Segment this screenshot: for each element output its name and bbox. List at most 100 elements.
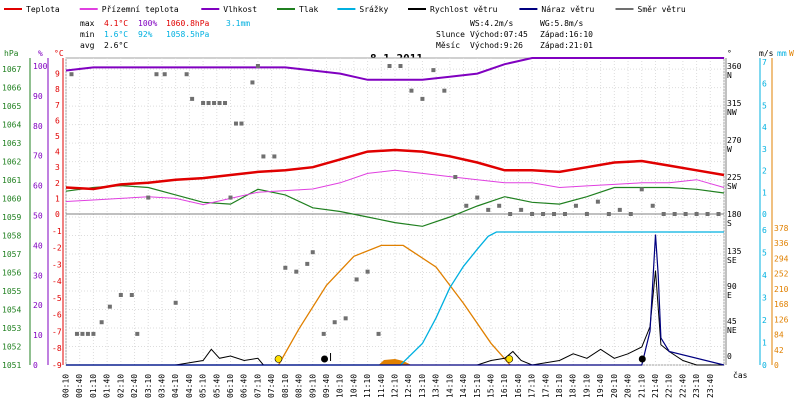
- tick-temp-lower: -8: [52, 344, 62, 353]
- wind-dir-point: [184, 72, 189, 77]
- moonset-icon: [638, 355, 646, 363]
- tick-temp-lower: -4: [52, 277, 62, 286]
- tick-time: 08:10: [281, 374, 290, 398]
- legend-label: Vlhkost: [223, 5, 257, 14]
- tick-wm: 0: [774, 361, 779, 370]
- wind-dir-point: [233, 121, 238, 126]
- info-sun-rise: Východ:07:45: [470, 30, 528, 39]
- tick-temp-upper: 9: [55, 70, 60, 79]
- tick-pct: 30: [33, 271, 43, 280]
- tick-time: 20:40: [624, 374, 633, 398]
- tick-dir-top-label: N: [727, 71, 732, 80]
- wind-dir-point: [464, 203, 469, 208]
- tick-dir-top: 270: [727, 136, 742, 145]
- axis-unit-dir: °: [727, 49, 732, 58]
- tick-temp-lower: -1: [52, 227, 62, 236]
- tick-wm: 84: [774, 331, 784, 340]
- legend-item-4: Srážky: [337, 5, 388, 14]
- wind-dir-point: [420, 96, 425, 101]
- tick-pct: 60: [33, 182, 43, 191]
- tick-ms-top: 0: [762, 210, 767, 219]
- tick-hpa: 1051: [2, 361, 21, 370]
- wind-dir-point: [387, 64, 392, 68]
- tick-ms-top: 3: [762, 145, 767, 154]
- tick-wm: 252: [774, 270, 789, 279]
- tick-dir-bottom: 135: [727, 247, 742, 256]
- tick-dir-top: 225: [727, 173, 742, 182]
- wind-dir-point: [321, 331, 326, 336]
- series-rain: [66, 231, 724, 366]
- tick-time: 02:10: [116, 374, 125, 398]
- tick-pct: 90: [33, 92, 43, 101]
- tick-temp-lower: -6: [52, 311, 62, 320]
- info-sun-label: Slunce: [436, 30, 465, 39]
- wind-dir-point: [442, 88, 447, 93]
- wind-dir-point: [272, 154, 277, 159]
- wind-dir-point: [162, 72, 167, 77]
- tick-time: 06:40: [240, 374, 249, 398]
- info-moon-set: Západ:21:01: [540, 41, 593, 50]
- wind-dir-point: [228, 195, 233, 200]
- wind-dir-point: [135, 331, 140, 336]
- tick-dir-top: 315: [727, 99, 742, 108]
- series-solar: [277, 244, 511, 366]
- stats-max-press: 1060.8hPa: [166, 19, 210, 28]
- tick-dir-bottom-label: SE: [727, 256, 737, 265]
- tick-dir-top-label: S: [727, 219, 732, 228]
- tick-temp-upper: 2: [55, 179, 60, 188]
- tick-time: 23:40: [706, 374, 715, 398]
- wind-dir-point: [497, 203, 502, 208]
- tick-time: 08:40: [295, 374, 304, 398]
- tick-time: 15:10: [473, 374, 482, 398]
- tick-dir-top-label: SW: [727, 182, 737, 191]
- tick-ms-bottom: 5: [762, 249, 767, 258]
- tick-wm: 168: [774, 300, 789, 309]
- tick-hpa: 1064: [2, 121, 21, 130]
- legend-label: Rychlost větru: [430, 5, 498, 14]
- wind-dir-point: [431, 68, 436, 73]
- wind-dir-point: [255, 64, 260, 68]
- tick-time: 03:10: [144, 374, 153, 398]
- tick-ms-top: 2: [762, 167, 767, 176]
- tick-time: 07:40: [267, 374, 276, 398]
- tick-hpa: 1055: [2, 287, 21, 296]
- tick-time: 09:10: [308, 374, 317, 398]
- tick-time: 19:10: [582, 374, 591, 398]
- tick-ms-top: 1: [762, 188, 767, 197]
- wind-dir-point: [212, 101, 217, 105]
- tick-time: 04:40: [185, 374, 194, 398]
- wind-dir-point: [343, 316, 348, 321]
- tick-time: 20:10: [610, 374, 619, 398]
- legend-label: Srážky: [359, 5, 388, 14]
- tick-time: 17:40: [541, 374, 550, 398]
- info-wg: WG:5.8m/s: [540, 19, 584, 28]
- stats-min-label: min: [80, 30, 95, 39]
- wind-dir-point: [661, 212, 666, 216]
- tick-pct: 40: [33, 241, 43, 250]
- wind-dir-point: [146, 195, 151, 200]
- tick-time: 11:40: [377, 374, 386, 398]
- series-solar-fill: [378, 359, 412, 365]
- wind-dir-point: [376, 331, 381, 336]
- wind-dir-point: [332, 320, 337, 325]
- wind-dir-point: [541, 212, 546, 216]
- wind-dir-point: [409, 88, 414, 93]
- tick-time: 18:10: [555, 374, 564, 398]
- tick-ms-bottom: 0: [762, 361, 767, 370]
- tick-time: 00:10: [62, 374, 71, 398]
- tick-temp-lower: -2: [52, 244, 62, 253]
- tick-temp-lower: -5: [52, 294, 62, 303]
- wind-dir-point: [85, 331, 90, 336]
- tick-wm: 210: [774, 285, 789, 294]
- legend-label: Náraz větru: [541, 5, 594, 14]
- tick-time: 09:40: [322, 374, 331, 398]
- tick-temp-upper: 1: [55, 194, 60, 203]
- axis-unit-pct: %: [38, 49, 43, 58]
- tick-time: 21:10: [637, 374, 646, 398]
- stats-avg-temp: 2.6°C: [104, 41, 128, 50]
- tick-dir-bottom-label: NE: [727, 326, 737, 335]
- tick-dir-bottom: 90: [727, 282, 737, 291]
- tick-time: 18:40: [569, 374, 578, 398]
- tick-time: 22:10: [665, 374, 674, 398]
